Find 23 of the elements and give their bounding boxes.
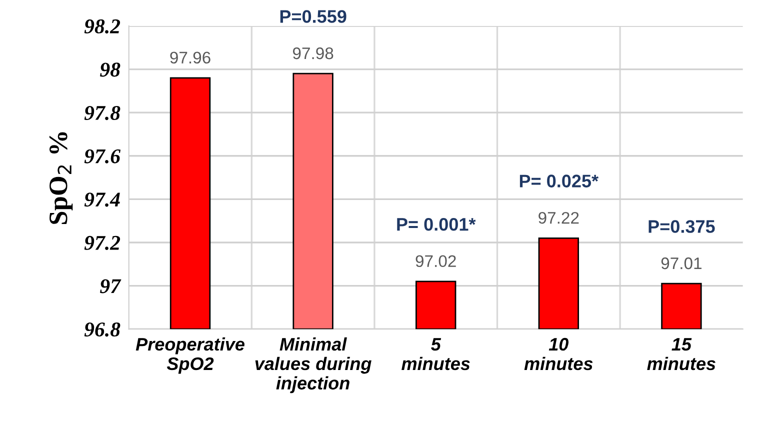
y-tick-label: 96.8 (84, 322, 120, 337)
x-tick-label: Preoperative SpO2 (136, 337, 244, 374)
annotation: P=0.375 (648, 220, 715, 233)
data-label: 97.22 (538, 212, 579, 224)
y-tick-label: 97.8 (84, 106, 120, 120)
y-tick-label: 97.6 (84, 149, 121, 164)
y-axis-title: SpO$_{2}$ % (49, 132, 73, 224)
y-tick-label: 97.2 (84, 236, 120, 250)
data-label: 97.96 (170, 52, 210, 64)
y-tick-label: 98 (100, 62, 120, 77)
data-label: 97.01 (661, 257, 702, 270)
data-label: 97.98 (292, 47, 334, 60)
data-label: 97.02 (416, 255, 456, 268)
x-tick-label: 15 minutes (647, 338, 716, 370)
annotation: P=0.559 (280, 10, 346, 23)
x-tick-label: 10 minutes (524, 338, 593, 370)
annotation: P= 0.025* (520, 174, 599, 188)
y-tick-label: 98.2 (84, 19, 120, 34)
annotation: P= 0.001* (397, 218, 476, 231)
x-tick-label: Minimal values during injection (255, 337, 372, 394)
x-tick-label: 5 minutes (402, 338, 470, 370)
y-tick-label: 97.4 (84, 192, 120, 207)
y-tick-label: 97 (100, 279, 122, 294)
